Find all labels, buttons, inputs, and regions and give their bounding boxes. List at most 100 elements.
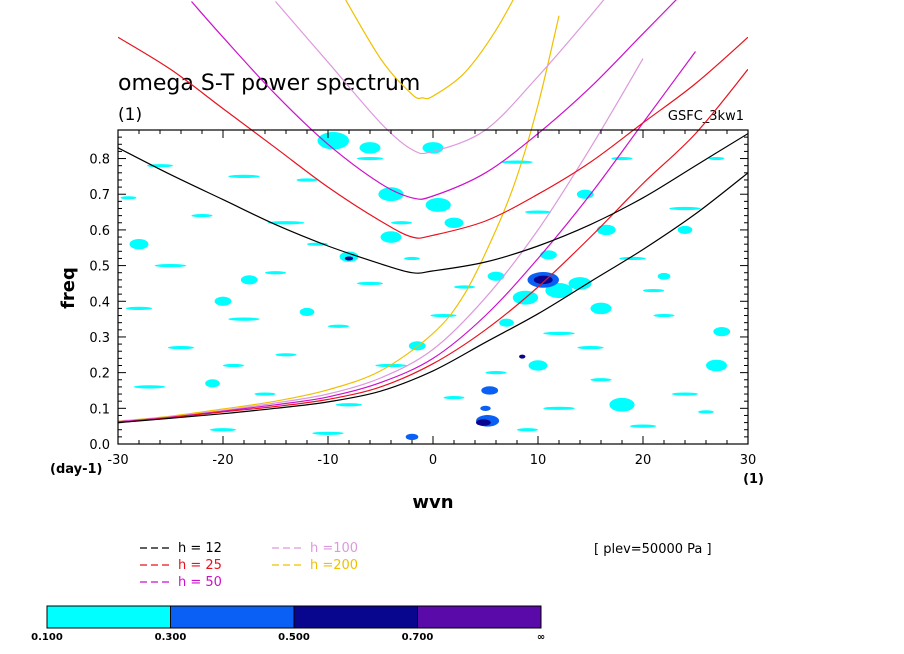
colorbar-label: 0.500 (278, 632, 310, 643)
contour-patch (240, 275, 258, 285)
contour-dash (524, 210, 552, 214)
contour-dash (485, 371, 507, 375)
x-tick-label: -30 (107, 453, 128, 468)
contour-dash (267, 221, 305, 225)
contour-dash (312, 431, 344, 435)
chart-title: omega S-T power spectrum (118, 71, 420, 96)
contour-patch (425, 198, 451, 212)
contour-dash (228, 317, 260, 321)
colorbar-label: 0.300 (155, 632, 187, 643)
contour-dash (404, 256, 420, 261)
legend-label: h = 12 (178, 541, 222, 556)
contour-dash (698, 410, 714, 414)
x-unit-label: (1) (743, 472, 764, 487)
chart-subtitle: (1) (118, 105, 142, 125)
legend-label: h =200 (310, 558, 358, 573)
dispersion-line (345, 0, 514, 100)
contour-dash (590, 378, 612, 382)
x-tick-label: 30 (740, 453, 757, 468)
contour-patch (706, 359, 727, 372)
contour-dash (454, 285, 475, 289)
contour-dash (328, 324, 349, 328)
contour-patch (540, 250, 557, 260)
dispersion-line (118, 58, 644, 423)
contour-patch (657, 272, 671, 280)
contour-patch (317, 132, 349, 150)
contour-dash (356, 156, 384, 161)
contour-dash (543, 406, 575, 410)
contour-patch (519, 354, 526, 359)
contour-dash (653, 313, 675, 318)
contour-dash (191, 214, 213, 218)
contour-dash (209, 428, 237, 432)
axes: -30 -20 -10 0 10 20 30 0.0 0.1 0.2 0.3 0.4 0.5 0.6 0.7… (89, 130, 756, 468)
x-tick-label: 10 (530, 453, 547, 468)
contour-dash (643, 288, 664, 293)
dispersion-curves (118, 0, 748, 424)
model-label: GSFC_3kw1 (668, 109, 744, 124)
x-tick-label: 20 (635, 453, 652, 468)
y-tick-label: 0.7 (89, 188, 110, 203)
y-unit-label: (day-1) (50, 462, 102, 477)
contour-dash (296, 178, 318, 182)
y-tick-label: 0.1 (89, 402, 110, 417)
colorbar-cell (46, 605, 171, 629)
colorbar-cell (417, 605, 542, 629)
colorbar-label: 0.100 (31, 632, 63, 643)
contour-dash (391, 221, 412, 225)
contour-dash (708, 156, 725, 161)
x-axis-label: wvn (412, 492, 453, 513)
y-axis-label: freq (58, 267, 79, 309)
y-tick-label: 0.4 (89, 295, 110, 310)
dispersion-line (118, 172, 748, 424)
y-tick-label: 0.5 (89, 260, 110, 275)
y-tick-label: 0.0 (89, 438, 110, 453)
x-tick-label: -20 (212, 453, 233, 468)
contour-patch (214, 296, 232, 306)
contour-patch (677, 225, 693, 234)
colorbar-cell (170, 605, 295, 629)
dispersion-line (118, 133, 748, 274)
contour-patch (480, 405, 491, 411)
y-tick-label: 0.2 (89, 367, 110, 382)
legend-label: h = 25 (178, 558, 222, 573)
contour-dash (671, 392, 699, 396)
contour-dash (125, 306, 153, 311)
contour-dash (577, 346, 604, 350)
contour-dash (611, 156, 633, 161)
colorbar: 0.100 0.300 0.500 0.700 ∞ (31, 605, 545, 643)
contour-patch (481, 386, 499, 395)
contour-dash (254, 392, 276, 396)
contour-dash (120, 196, 137, 200)
contour-dash (669, 206, 701, 211)
contour-dash (228, 174, 260, 178)
contour-patch (476, 419, 491, 426)
contour-patch (713, 326, 731, 337)
contour-dash (430, 313, 457, 318)
colorbar-cell (293, 605, 418, 629)
contour-patch (359, 142, 381, 154)
legend: h = 12 h = 25 h = 50 h =100 h =200 (140, 541, 358, 590)
contour-patch (129, 238, 149, 250)
contour-patch (545, 283, 573, 299)
x-tick-label: 0 (429, 453, 437, 468)
dispersion-line (275, 0, 605, 155)
plot-frame (117, 129, 749, 445)
contour-dash (265, 271, 286, 275)
contour-dash (443, 396, 465, 400)
contour-dash (275, 353, 297, 357)
contour-patch (380, 231, 402, 243)
dispersion-line (118, 68, 748, 424)
contour-dash (501, 160, 533, 164)
dispersion-line (118, 51, 696, 423)
contour-patch (568, 277, 592, 290)
contour-patch (422, 142, 444, 154)
contour-patch (444, 217, 464, 228)
contour-patch (576, 189, 594, 199)
legend-label: h =100 (310, 541, 358, 556)
contour-dash (335, 403, 363, 407)
y-tick-label: 0.6 (89, 224, 110, 239)
dispersion-line (118, 36, 748, 239)
contour-patch (528, 360, 548, 371)
